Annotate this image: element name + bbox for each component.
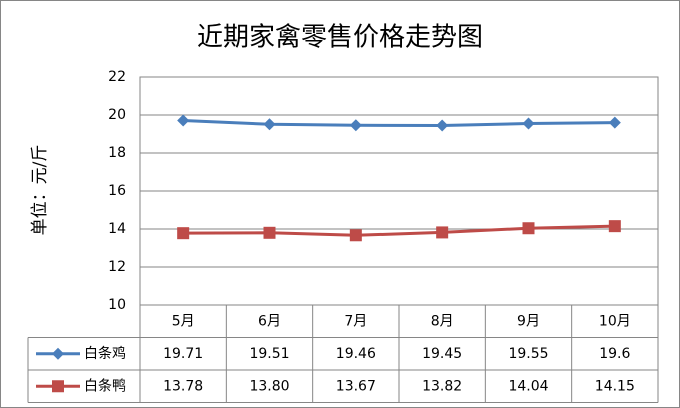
marker [522, 117, 535, 130]
table-value: 13.80 [249, 378, 289, 394]
marker [263, 226, 276, 239]
x-tick-label: 9月 [517, 313, 540, 329]
legend-label: 白条鸭 [84, 377, 126, 394]
x-tick-label: 10月 [599, 313, 631, 329]
table-value: 13.82 [422, 378, 462, 394]
x-tick-label: 5月 [172, 313, 195, 329]
table-value: 19.71 [163, 346, 203, 362]
marker [177, 114, 190, 127]
table-value: 19.51 [249, 346, 289, 362]
y-tick-label: 12 [108, 259, 126, 275]
table-value: 19.6 [599, 346, 630, 362]
marker [52, 347, 64, 360]
marker [349, 119, 362, 132]
table-value: 19.46 [336, 346, 376, 362]
table-value: 19.45 [422, 346, 462, 362]
table-value: 14.04 [508, 378, 548, 394]
y-tick-label: 16 [108, 183, 126, 199]
y-tick-label: 10 [108, 297, 126, 313]
marker [177, 227, 190, 240]
marker [436, 119, 449, 132]
x-tick-label: 6月 [258, 313, 281, 329]
y-tick-label: 18 [108, 145, 126, 161]
marker [263, 118, 276, 131]
table-value: 19.55 [508, 346, 548, 362]
table-value: 13.67 [336, 378, 376, 394]
x-tick-label: 7月 [344, 313, 367, 329]
marker [608, 220, 621, 233]
x-tick-label: 8月 [431, 313, 454, 329]
y-tick-label: 20 [108, 107, 126, 123]
marker [52, 380, 64, 393]
marker [608, 116, 621, 129]
legend-label: 白条鸡 [84, 345, 126, 362]
marker [436, 226, 449, 239]
line [183, 224, 615, 237]
y-tick-label: 14 [108, 221, 126, 237]
marker [349, 229, 362, 242]
table-value: 13.78 [163, 378, 203, 394]
table-value: 14.15 [595, 378, 635, 394]
chart-title: 近期家禽零售价格走势图 [197, 23, 483, 53]
line [183, 119, 615, 127]
y-tick-label: 22 [108, 69, 126, 85]
y-axis-label: 单位：元/斤 [30, 145, 50, 236]
marker [522, 222, 535, 235]
